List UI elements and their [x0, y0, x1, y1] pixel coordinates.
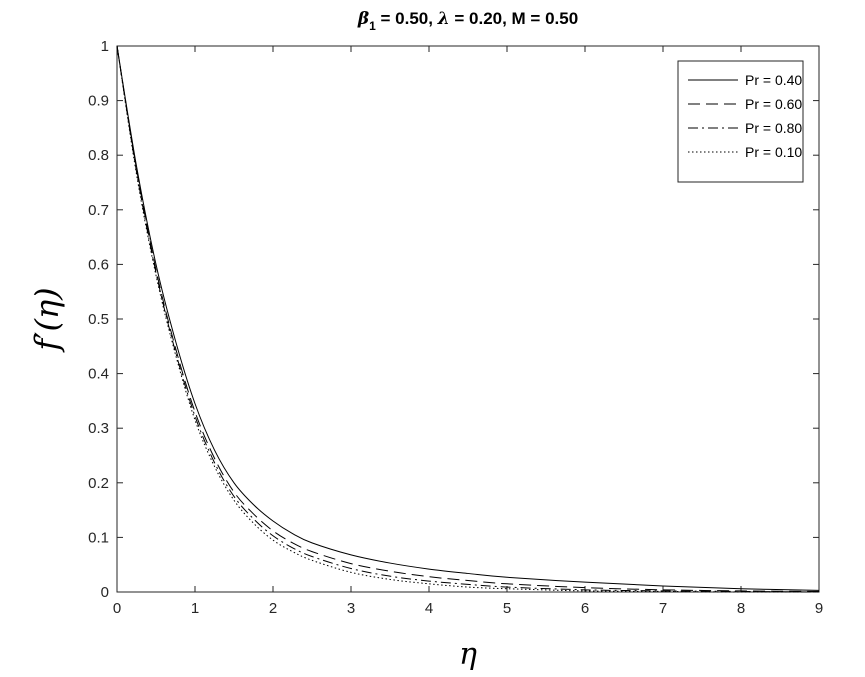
svg-text:f′(η): f′(η) — [28, 287, 66, 352]
legend: Pr = 0.40 Pr = 0.60 Pr = 0.80 Pr = 0.10 — [677, 60, 804, 183]
title-beta: β — [357, 9, 369, 29]
y-axis-label: f′(η) — [28, 287, 66, 352]
series-line-1 — [116, 45, 820, 591]
y-tick-label: 0.3 — [88, 420, 109, 437]
y-tick-label: 0.5 — [88, 311, 109, 328]
title-beta-value: = 0.50, — [376, 9, 438, 28]
title-rest: = 0.20, M = 0.50 — [450, 9, 579, 28]
legend-box — [677, 60, 804, 183]
x-tick-label: 3 — [347, 600, 355, 617]
y-tick-label: 0 — [101, 584, 109, 601]
x-tick-label: 0 — [113, 600, 121, 617]
y-axis-label-arg: (η) — [28, 287, 66, 331]
series-line-3 — [116, 45, 820, 593]
x-tick-label: 1 — [191, 600, 199, 617]
x-tick-label: 6 — [581, 600, 589, 617]
x-tick-label: 2 — [269, 600, 277, 617]
chart-title: β1 = 0.50, λ = 0.20, M = 0.50 — [357, 9, 578, 33]
y-tick-label: 0.1 — [88, 529, 109, 546]
y-tick-label: 0.2 — [88, 475, 109, 492]
y-tick-label: 0.7 — [88, 202, 109, 219]
legend-label-4: Pr = 0.10 — [745, 144, 802, 160]
title-beta-subscript: 1 — [369, 19, 376, 33]
x-axis-ticks: 0 1 2 3 4 5 6 7 8 9 — [113, 46, 823, 617]
x-axis-label: η — [459, 637, 477, 672]
y-tick-label: 0.9 — [88, 93, 109, 110]
y-axis-ticks: 0 0.1 0.2 0.3 0.4 0.5 0.6 0.7 0.8 0.9 1 — [88, 38, 819, 601]
title-lambda: λ — [437, 9, 450, 29]
series-line-4 — [116, 45, 820, 593]
y-axis-label-prime: ′ — [28, 332, 66, 339]
y-tick-label: 0.6 — [88, 256, 109, 273]
series-layer — [116, 45, 820, 593]
x-tick-label: 5 — [503, 600, 511, 617]
legend-items: Pr = 0.40 Pr = 0.60 Pr = 0.80 Pr = 0.10 — [688, 72, 802, 160]
legend-label-2: Pr = 0.60 — [745, 96, 802, 112]
x-tick-label: 9 — [815, 600, 823, 617]
x-tick-label: 8 — [737, 600, 745, 617]
legend-label-1: Pr = 0.40 — [745, 72, 802, 88]
series-line-2 — [116, 45, 820, 592]
legend-label-3: Pr = 0.80 — [745, 120, 802, 136]
y-tick-label: 0.8 — [88, 147, 109, 164]
x-tick-label: 7 — [659, 600, 667, 617]
y-tick-label: 0.4 — [88, 366, 109, 383]
y-tick-label: 1 — [101, 38, 109, 55]
x-tick-label: 4 — [425, 600, 433, 617]
